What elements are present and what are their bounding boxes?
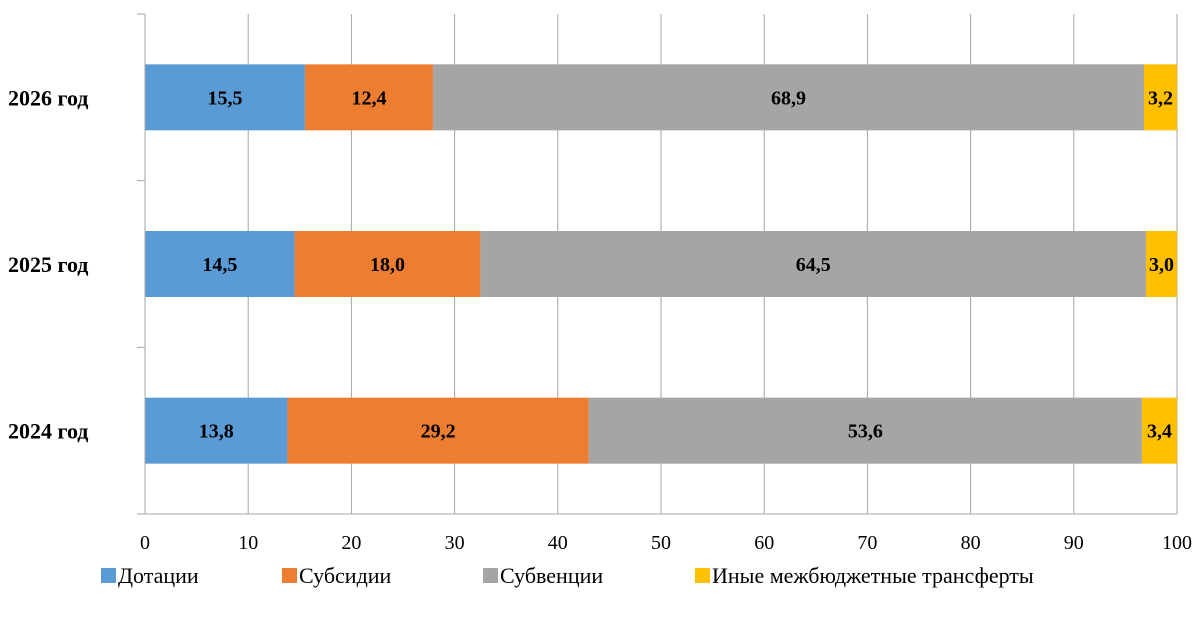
bar-segment (304, 64, 433, 131)
data-label: 3,0 (1149, 254, 1174, 276)
bar-segment (480, 231, 1147, 297)
legend-swatch (483, 568, 498, 583)
legend-label: Субсидии (299, 563, 392, 588)
legend-label: Дотации (118, 563, 199, 588)
bar-segment (1146, 231, 1177, 297)
data-label: 29,2 (421, 421, 456, 443)
bar-segment (1143, 64, 1177, 131)
x-tick-label: 90 (1064, 532, 1084, 554)
x-tick-label: 50 (651, 532, 671, 554)
bar-segment (145, 64, 305, 131)
x-tick-label: 70 (857, 532, 877, 554)
bar-segment (588, 397, 1142, 464)
legend-swatch (695, 568, 710, 583)
data-label: 68,9 (771, 87, 806, 109)
x-tick-label: 60 (754, 532, 774, 554)
legend-swatch (282, 568, 297, 583)
x-tick-label: 20 (341, 532, 361, 554)
legend: Дотации Субсидии Субвенции Иные межбюджетны… (101, 563, 1034, 588)
category-label: 2024 год (8, 419, 88, 444)
data-label: 12,4 (351, 87, 386, 109)
data-label: 64,5 (796, 254, 831, 276)
axes: 0 10 20 30 40 50 60 70 80 90 100 2024 год 2025 год 20… (8, 13, 1192, 554)
data-label: 14,5 (202, 254, 237, 276)
bar-segment (432, 64, 1144, 131)
category-label: 2026 год (8, 85, 88, 110)
data-label: 53,6 (848, 421, 883, 443)
x-tick-label: 100 (1162, 532, 1192, 554)
x-tick-label: 10 (238, 532, 258, 554)
bar-segment (145, 231, 295, 297)
data-label: 13,8 (199, 421, 234, 443)
data-label: 3,4 (1147, 421, 1172, 443)
bars: 13,8 29,2 53,6 3,4 14,5 18,0 64,5 3,0 15,5 12,4 68… (145, 64, 1177, 464)
legend-swatch (101, 568, 116, 583)
data-label: 18,0 (370, 254, 405, 276)
data-label: 3,2 (1148, 87, 1173, 109)
bar-segment (287, 397, 589, 464)
x-tick-label: 0 (140, 532, 150, 554)
x-tick-label: 30 (445, 532, 465, 554)
data-label: 15,5 (207, 87, 242, 109)
category-label: 2025 год (8, 252, 88, 277)
x-tick-label: 80 (961, 532, 981, 554)
bar-segment (294, 231, 481, 297)
legend-label: Субвенции (500, 563, 603, 588)
bar-segment (145, 397, 288, 464)
bar-segment (1141, 397, 1177, 464)
x-tick-label: 40 (548, 532, 568, 554)
legend-label: Иные межбюджетные трансферты (712, 563, 1034, 588)
